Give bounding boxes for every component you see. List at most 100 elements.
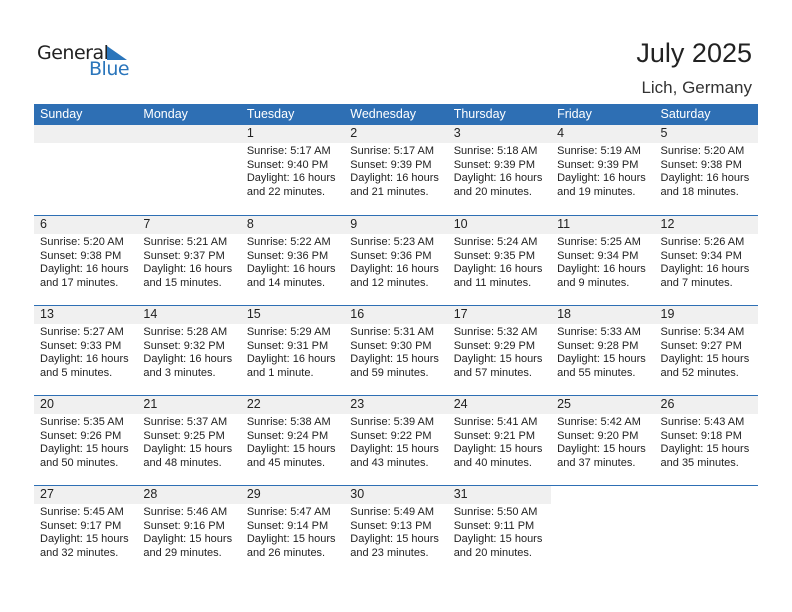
empty-cell	[137, 125, 241, 215]
daylight-text: Daylight: 15 hours	[40, 533, 129, 545]
sunset-text: Sunset: 9:26 PM	[40, 429, 122, 442]
day-cell: 12 Sunrise: 5:26 AM Sunset: 9:34 PM Dayligh…	[654, 216, 758, 305]
daylight-text: Daylight: 16 hours	[453, 263, 543, 275]
sunrise-text: Sunrise: 5:29 AM	[246, 326, 331, 338]
daylight-text: Daylight: 16 hours	[350, 172, 439, 184]
sunrise-text: Sunrise: 5:19 AM	[557, 145, 641, 157]
date-band	[34, 125, 138, 143]
sunrise-text: Sunrise: 5:23 AM	[350, 236, 435, 248]
minutes-text: and 11 minutes.	[453, 276, 532, 289]
sunset-text: Sunset: 9:31 PM	[246, 339, 329, 352]
day-cell: 27 Sunrise: 5:45 AM Sunset: 9:17 PM Dayligh…	[34, 486, 138, 575]
sunrise-text: Sunrise: 5:17 AM	[246, 145, 331, 157]
minutes-text: and 22 minutes.	[246, 185, 326, 198]
daylight-text: Daylight: 15 hours	[350, 443, 439, 455]
empty-cell	[34, 125, 138, 215]
sunset-text: Sunset: 9:30 PM	[350, 339, 432, 352]
sunset-text: Sunset: 9:40 PM	[246, 158, 329, 171]
sunset-text: Sunset: 9:39 PM	[453, 158, 536, 171]
minutes-text: and 26 minutes.	[246, 546, 326, 559]
sunset-text: Sunset: 9:24 PM	[246, 429, 329, 442]
minutes-text: and 48 minutes.	[143, 456, 222, 469]
weekday-monday: Monday	[143, 107, 188, 121]
sunset-text: Sunset: 9:37 PM	[143, 249, 225, 262]
sunset-text: Sunset: 9:36 PM	[246, 249, 329, 262]
day-cell: 16 Sunrise: 5:31 AM Sunset: 9:30 PM Dayligh…	[344, 306, 448, 395]
calendar: Sunday Monday Tuesday Wednesday Thursday Frid…	[34, 104, 758, 575]
daylight-text: Daylight: 15 hours	[143, 533, 233, 545]
minutes-text: and 21 minutes.	[350, 185, 429, 198]
week-row: 20 Sunrise: 5:35 AM Sunset: 9:26 PM Dayligh…	[34, 395, 758, 485]
day-cell: 4 Sunrise: 5:19 AM Sunset: 9:39 PM Daylight…	[551, 125, 655, 215]
day-cell: 9 Sunrise: 5:23 AM Sunset: 9:36 PM Daylight…	[344, 216, 448, 305]
minutes-text: and 14 minutes.	[246, 276, 326, 289]
day-cell: 19 Sunrise: 5:34 AM Sunset: 9:27 PM Dayligh…	[654, 306, 758, 395]
day-cell: 30 Sunrise: 5:49 AM Sunset: 9:13 PM Dayligh…	[344, 486, 448, 575]
sunrise-text: Sunrise: 5:45 AM	[40, 506, 124, 518]
day-number: 15	[240, 306, 345, 324]
minutes-text: and 29 minutes.	[143, 546, 222, 559]
sunset-text: Sunset: 9:11 PM	[453, 519, 535, 532]
daylight-text: Daylight: 15 hours	[453, 353, 543, 365]
sunset-text: Sunset: 9:21 PM	[453, 429, 536, 442]
sunset-text: Sunset: 9:16 PM	[143, 519, 225, 532]
day-number: 22	[240, 396, 345, 414]
sunrise-text: Sunrise: 5:43 AM	[660, 416, 745, 428]
sunset-text: Sunset: 9:32 PM	[143, 339, 225, 352]
weekday-header: Sunday Monday Tuesday Wednesday Thursday Frid…	[34, 104, 758, 125]
daylight-text: Daylight: 16 hours	[143, 353, 233, 365]
empty-cell	[551, 486, 654, 575]
day-cell: 10 Sunrise: 5:24 AM Sunset: 9:35 PM Dayligh…	[447, 216, 552, 305]
day-cell: 15 Sunrise: 5:29 AM Sunset: 9:31 PM Dayligh…	[240, 306, 345, 395]
sunrise-text: Sunrise: 5:39 AM	[350, 416, 435, 428]
sunrise-text: Sunrise: 5:37 AM	[143, 416, 228, 428]
week-row: 6 Sunrise: 5:20 AM Sunset: 9:38 PM Daylight…	[34, 215, 758, 305]
sunrise-text: Sunrise: 5:20 AM	[660, 145, 745, 157]
day-cell: 21 Sunrise: 5:37 AM Sunset: 9:25 PM Dayligh…	[137, 396, 241, 485]
day-number: 6	[34, 216, 138, 234]
sunset-text: Sunset: 9:25 PM	[143, 429, 225, 442]
sunrise-text: Sunrise: 5:33 AM	[557, 326, 641, 338]
sunrise-text: Sunrise: 5:20 AM	[40, 236, 124, 248]
day-number: 26	[654, 396, 758, 414]
minutes-text: and 1 minute.	[246, 366, 314, 379]
day-cell: 8 Sunrise: 5:22 AM Sunset: 9:36 PM Daylight…	[240, 216, 345, 305]
weekday-sunday: Sunday	[40, 107, 83, 121]
sunrise-text: Sunrise: 5:17 AM	[350, 145, 435, 157]
daylight-text: Daylight: 16 hours	[246, 353, 336, 365]
sunset-text: Sunset: 9:17 PM	[40, 519, 122, 532]
day-number: 16	[344, 306, 448, 324]
day-cell: 7 Sunrise: 5:21 AM Sunset: 9:37 PM Daylight…	[137, 216, 241, 305]
sunset-text: Sunset: 9:38 PM	[40, 249, 122, 262]
day-number: 1	[240, 125, 345, 143]
minutes-text: and 19 minutes.	[557, 185, 636, 198]
daylight-text: Daylight: 16 hours	[246, 263, 336, 275]
day-number: 11	[551, 216, 655, 234]
day-number: 2	[344, 125, 448, 143]
daylight-text: Daylight: 16 hours	[557, 172, 646, 184]
day-number: 30	[344, 486, 448, 504]
minutes-text: and 12 minutes.	[350, 276, 429, 289]
day-cell: 24 Sunrise: 5:41 AM Sunset: 9:21 PM Dayligh…	[447, 396, 552, 485]
minutes-text: and 35 minutes.	[660, 456, 739, 469]
minutes-text: and 23 minutes.	[350, 546, 429, 559]
minutes-text: and 40 minutes.	[453, 456, 532, 469]
sunset-text: Sunset: 9:27 PM	[660, 339, 742, 352]
minutes-text: and 3 minutes.	[143, 366, 216, 379]
day-cell: 14 Sunrise: 5:28 AM Sunset: 9:32 PM Dayligh…	[137, 306, 241, 395]
sunset-text: Sunset: 9:14 PM	[246, 519, 329, 532]
day-cell: 18 Sunrise: 5:33 AM Sunset: 9:28 PM Dayligh…	[551, 306, 655, 395]
day-number: 3	[447, 125, 552, 143]
logo-text-blue: Blue	[89, 58, 130, 80]
day-number: 29	[240, 486, 345, 504]
day-number: 18	[551, 306, 655, 324]
day-cell: 5 Sunrise: 5:20 AM Sunset: 9:38 PM Daylight…	[654, 125, 758, 215]
minutes-text: and 50 minutes.	[40, 456, 119, 469]
sunset-text: Sunset: 9:39 PM	[557, 158, 639, 171]
minutes-text: and 20 minutes.	[453, 185, 532, 198]
day-cell: 28 Sunrise: 5:46 AM Sunset: 9:16 PM Dayligh…	[137, 486, 241, 575]
sunset-text: Sunset: 9:22 PM	[350, 429, 432, 442]
logo-triangle-icon	[107, 46, 127, 60]
day-number: 20	[34, 396, 138, 414]
day-cell: 17 Sunrise: 5:32 AM Sunset: 9:29 PM Dayligh…	[447, 306, 552, 395]
